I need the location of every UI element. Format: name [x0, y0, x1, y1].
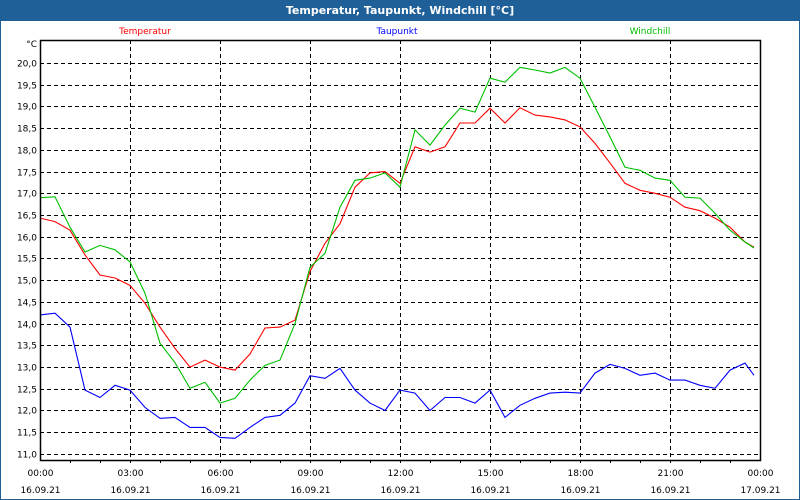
x-tick-date: 16.09.21 [650, 486, 690, 496]
y-tick-label: 11,5 [17, 429, 37, 439]
x-tick-time: 18:00 [568, 469, 594, 479]
x-tick-time: 21:00 [658, 469, 684, 479]
x-tick-date: 16.09.21 [380, 486, 420, 496]
x-tick-date: 16.09.21 [560, 486, 600, 496]
x-tick-time: 15:00 [478, 469, 504, 479]
x-tick-date: 17.09.21 [740, 486, 780, 496]
x-tick-date: 16.09.21 [110, 486, 150, 496]
y-tick-label: 18,5 [17, 125, 37, 135]
plot-frame [39, 39, 762, 462]
y-tick-label: 14,0 [17, 321, 37, 331]
window-title: Temperatur, Taupunkt, Windchill [°C] [1, 1, 799, 21]
y-tick-label: 18,0 [17, 147, 37, 157]
y-tick-label: 11,0 [17, 451, 37, 461]
y-tick-label: 19,5 [17, 82, 37, 92]
x-tick-time: 12:00 [388, 469, 414, 479]
x-tick-time: 00:00 [28, 469, 54, 479]
y-tick-label: 12,5 [17, 386, 37, 396]
legend-windchill: Windchill [630, 27, 671, 37]
y-tick-label: 17,5 [17, 169, 37, 179]
series-line-temperatur [39, 107, 755, 371]
y-tick-label: 15,0 [17, 277, 37, 287]
y-tick-label: 16,0 [17, 234, 37, 244]
y-tick-label: 16,5 [17, 212, 37, 222]
series-line-windchill [39, 66, 755, 404]
y-tick-label: 15,5 [17, 255, 37, 265]
y-tick-label: 19,0 [17, 103, 37, 113]
x-tick-date: 16.09.21 [290, 486, 330, 496]
y-tick-label: 17,0 [17, 190, 37, 200]
x-tick-time: 00:00 [748, 469, 774, 479]
y-tick-label: 13,5 [17, 342, 37, 352]
y-tick-label: 14,5 [17, 299, 37, 309]
series-line-taupunkt [39, 312, 755, 439]
y-axis-unit: °C [26, 40, 37, 50]
legend-temperatur: Temperatur [118, 27, 171, 37]
x-tick-time: 09:00 [298, 469, 324, 479]
y-tick-label: 12,0 [17, 407, 37, 417]
x-tick-date: 16.09.21 [20, 486, 60, 496]
y-tick-label: 13,0 [17, 364, 37, 374]
x-tick-time: 06:00 [208, 469, 234, 479]
y-tick-label: 20,0 [17, 60, 37, 70]
x-tick-date: 16.09.21 [200, 486, 240, 496]
x-tick-time: 03:00 [118, 469, 144, 479]
x-tick-date: 16.09.21 [470, 486, 510, 496]
legend-taupunkt: Taupunkt [375, 27, 418, 37]
